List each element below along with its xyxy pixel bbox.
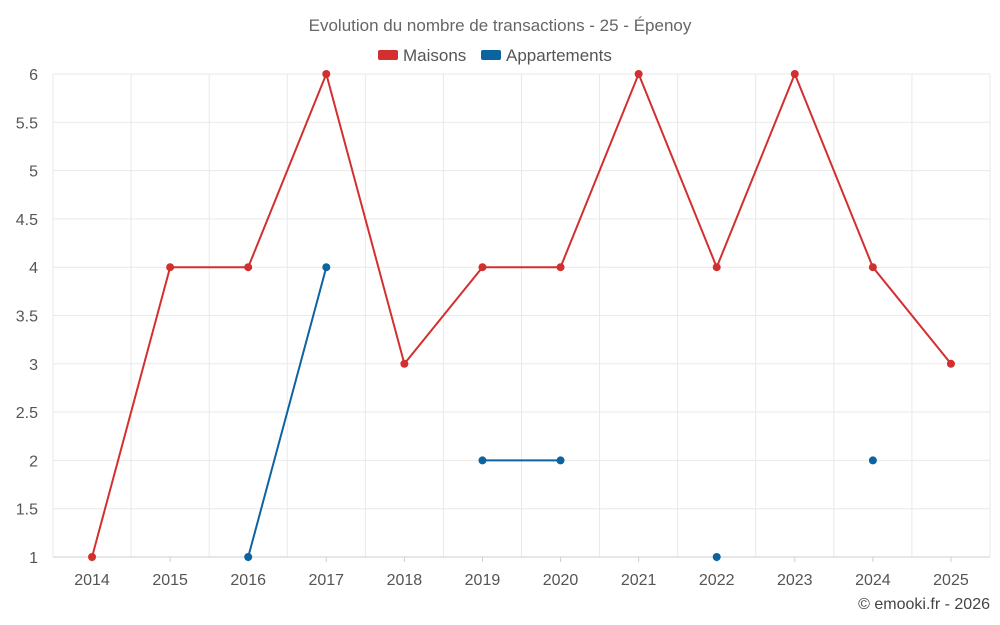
y-tick-label: 3.5	[16, 309, 38, 326]
data-point-appartements[interactable]	[322, 263, 331, 272]
y-tick-label: 5.5	[16, 115, 38, 132]
data-point-appartements[interactable]	[556, 456, 565, 465]
series	[88, 70, 955, 561]
credit-text: © emooki.fr - 2026	[858, 596, 990, 613]
x-tick-label: 2018	[387, 572, 423, 589]
legend-label-maisons: Maisons	[403, 46, 466, 65]
y-tick-label: 4	[29, 260, 38, 277]
y-tick-label: 6	[29, 67, 38, 84]
data-point-maisons[interactable]	[946, 359, 955, 368]
series-line-segment-maisons	[637, 73, 718, 269]
data-point-appartements[interactable]	[712, 553, 721, 561]
data-point-maisons[interactable]	[322, 70, 331, 78]
data-point-appartements[interactable]	[244, 553, 253, 561]
data-point-maisons[interactable]	[88, 553, 97, 561]
x-tick-label: 2017	[308, 572, 344, 589]
y-tick-label: 4.5	[16, 212, 38, 229]
data-point-maisons[interactable]	[478, 263, 487, 272]
x-tick-label: 2023	[777, 572, 813, 589]
legend-swatch-maisons	[378, 50, 398, 60]
series-line-segment-maisons	[325, 73, 406, 365]
data-point-maisons[interactable]	[400, 359, 409, 368]
series-line-segment-maisons	[715, 73, 796, 269]
series-line-segment-appartements	[247, 266, 328, 558]
data-point-maisons[interactable]	[166, 263, 175, 272]
data-point-maisons[interactable]	[712, 263, 721, 272]
x-tick-label: 2022	[699, 572, 735, 589]
x-tick-label: 2016	[230, 572, 266, 589]
y-tick-label: 1	[29, 550, 38, 567]
series-maisons	[88, 70, 955, 561]
legend-label-appartements: Appartements	[506, 46, 612, 65]
y-axis: 1 1.5 2 2.5 3 3.5 4 4.5 5 5.5 6	[16, 67, 38, 567]
x-tick-label: 2020	[543, 572, 579, 589]
chart-title: Evolution du nombre de transactions - 25…	[309, 16, 692, 35]
y-tick-label: 5	[29, 164, 38, 181]
x-tick-label: 2021	[621, 572, 657, 589]
data-point-maisons[interactable]	[556, 263, 565, 272]
data-point-maisons[interactable]	[244, 263, 253, 272]
data-point-appartements[interactable]	[868, 456, 877, 465]
legend: Maisons Appartements	[378, 46, 612, 65]
data-point-appartements[interactable]	[478, 456, 487, 465]
series-line-segment-maisons	[793, 73, 874, 269]
data-point-maisons[interactable]	[634, 70, 643, 78]
series-line-segment-maisons	[403, 266, 484, 365]
x-tick-label: 2024	[855, 572, 891, 589]
data-point-maisons[interactable]	[868, 263, 877, 272]
x-axis: 2014 2015 2016 2017 2018 2019 2020 2021 2022 2023…	[53, 556, 990, 589]
series-appartements	[244, 263, 877, 561]
series-line-segment-maisons	[91, 266, 172, 558]
y-tick-label: 2	[29, 453, 38, 470]
series-line-segment-maisons	[559, 73, 640, 269]
x-tick-label: 2025	[933, 572, 969, 589]
series-line-segment-maisons	[247, 73, 328, 269]
y-tick-label: 1.5	[16, 502, 38, 519]
y-tick-label: 3	[29, 357, 38, 374]
legend-swatch-appartements	[481, 50, 501, 60]
data-point-maisons[interactable]	[790, 70, 799, 78]
legend-item-maisons[interactable]: Maisons	[378, 46, 466, 65]
x-tick-label: 2014	[74, 572, 110, 589]
legend-item-appartements[interactable]: Appartements	[481, 46, 612, 65]
y-tick-label: 2.5	[16, 405, 38, 422]
x-tick-label: 2019	[465, 572, 501, 589]
grid	[52, 73, 991, 558]
x-tick-label: 2015	[152, 572, 188, 589]
series-line-segment-maisons	[871, 266, 952, 365]
